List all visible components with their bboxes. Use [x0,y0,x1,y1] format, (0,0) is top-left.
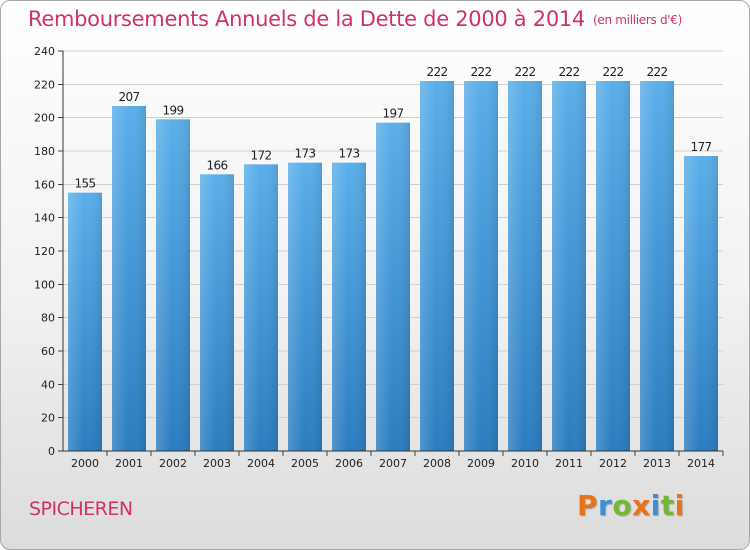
bar-shade-2014 [684,156,718,451]
bar-shade-2005 [288,162,322,451]
chart-title-text: Remboursements Annuels de la Dette de 20… [28,7,585,31]
bar-shade-2013 [640,81,674,451]
data-label-2010: 222 [514,65,535,79]
data-label-2012: 222 [602,65,623,79]
y-tick-label: 160 [34,178,55,191]
logo-letter: i [650,489,661,522]
bar-shade-2001 [112,106,146,451]
y-tick-label: 100 [34,278,55,291]
data-label-2004: 172 [250,148,271,162]
data-label-2000: 155 [74,177,95,191]
bar-shade-2003 [200,174,234,452]
x-tick-label-2003: 2003 [203,457,231,470]
x-tick-label-2014: 2014 [687,457,715,470]
bars [68,81,718,452]
proxiti-logo: Proxiti [577,489,685,522]
y-tick-label: 20 [41,412,55,425]
data-label-2003: 166 [206,158,227,172]
logo-letter: P [577,489,599,522]
x-tick-label-2008: 2008 [423,457,451,470]
x-tick-label-2006: 2006 [335,457,363,470]
x-tick-label-2009: 2009 [467,457,495,470]
y-tick-label: 120 [34,245,55,258]
bar-shade-2002 [156,119,190,451]
x-tick-label-2012: 2012 [599,457,627,470]
x-tick-label-2001: 2001 [115,457,143,470]
logo-letter: t [660,489,675,522]
data-label-2011: 222 [558,65,579,79]
bar-shade-2000 [68,192,102,451]
bar-shade-2009 [464,81,498,451]
data-label-2001: 207 [118,90,139,104]
bar-shade-2008 [420,81,454,451]
commune-name: SPICHEREN [29,498,133,520]
unit-note: (en milliers d'€) [593,13,683,27]
x-tick-label-2010: 2010 [511,457,539,470]
data-label-2013: 222 [646,65,667,79]
y-tick-label: 180 [34,145,55,158]
y-tick-label: 220 [34,78,55,91]
data-label-2014: 177 [690,140,711,154]
bar-shade-2012 [596,81,630,451]
x-tick-label-2005: 2005 [291,457,319,470]
x-tick-label-2013: 2013 [643,457,671,470]
y-tick-label: 240 [34,45,55,58]
labels: 0 20 40 60 80 100 120 140 160 180 200 220 240 155 2000… [34,45,715,470]
y-tick-label: 40 [41,378,55,391]
logo-letter: i [674,489,685,522]
chart-title: Remboursements Annuels de la Dette de 20… [28,7,682,31]
bar-shade-2010 [508,81,542,451]
y-tick-label: 60 [41,345,55,358]
x-tick-label-2002: 2002 [159,457,187,470]
logo-letter: r [598,489,613,522]
data-label-2005: 173 [294,147,315,161]
x-tick-label-2004: 2004 [247,457,275,470]
logo-letter: o [612,489,633,522]
data-label-2002: 199 [162,103,183,117]
logo-letter: x [632,489,651,522]
data-label-2006: 173 [338,147,359,161]
axes [58,50,724,456]
x-tick-label-2007: 2007 [379,457,407,470]
data-label-2009: 222 [470,65,491,79]
bar-shade-2004 [244,164,278,452]
x-tick-label-2011: 2011 [555,457,583,470]
bar-shade-2007 [376,122,410,452]
y-tick-label: 140 [34,212,55,225]
x-tick-label-2000: 2000 [71,457,99,470]
bar-shade-2011 [552,81,586,451]
bar-shade-2006 [332,162,366,451]
data-label-2007: 197 [382,107,403,121]
y-tick-label: 0 [48,445,55,458]
data-label-2008: 222 [426,65,447,79]
y-tick-label: 200 [34,112,55,125]
y-tick-label: 80 [41,312,55,325]
